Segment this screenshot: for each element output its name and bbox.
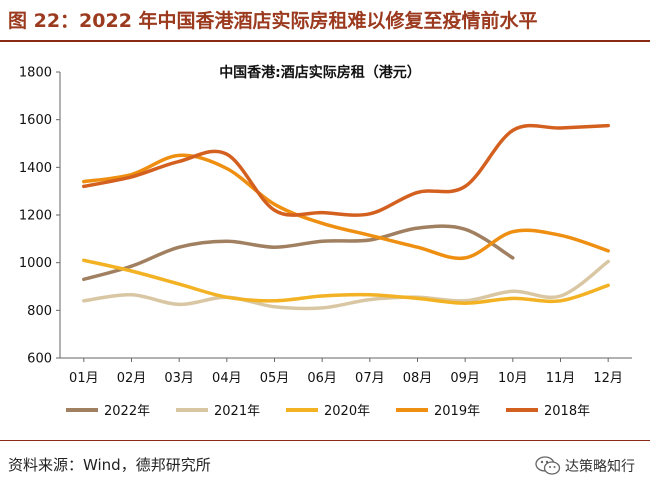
x-tick-label: 05月 — [260, 371, 290, 386]
y-tick-label: 1800 — [19, 66, 52, 81]
legend-label-1: 2021年 — [214, 404, 260, 419]
x-tick-label: 03月 — [164, 371, 194, 386]
legend-label-4: 2018年 — [544, 404, 590, 419]
series-lines — [82, 123, 610, 311]
x-tick-label: 04月 — [212, 371, 242, 386]
x-tick-label: 06月 — [307, 371, 337, 386]
line-chart: 中国香港:酒店实际房租（港元） 600 800 1000 1200 1400 1600 18… — [19, 64, 632, 419]
x-tick-label: 12月 — [593, 371, 623, 386]
y-axis-ticks: 600 800 1000 1200 1400 1600 1800 — [19, 66, 60, 367]
y-tick-label: 1400 — [19, 161, 52, 176]
x-tick-label: 09月 — [450, 371, 480, 386]
series-line-0 — [82, 224, 515, 282]
x-tick-label: 01月 — [69, 371, 99, 386]
series-line-3 — [82, 153, 610, 261]
y-tick-label: 600 — [27, 352, 52, 367]
chart-title: 中国香港:酒店实际房租（港元） — [219, 64, 421, 81]
y-tick-label: 1000 — [19, 256, 52, 271]
wechat-icon — [535, 456, 561, 475]
y-tick-label: 1600 — [19, 113, 52, 128]
top-rule — [0, 40, 650, 42]
figure-title: 图 22：2022 年中国香港酒店实际房租难以修复至疫情前水平 — [8, 10, 538, 32]
x-tick-label: 10月 — [498, 371, 528, 386]
bottom-rule — [0, 440, 650, 441]
y-tick-label: 800 — [27, 304, 52, 319]
legend: 2022年 2021年 2020年 2019年 2018年 — [66, 404, 590, 419]
legend-label-0: 2022年 — [104, 404, 150, 419]
brand-name: 达策略知行 — [565, 459, 635, 475]
brand-badge: 达策略知行 — [535, 452, 635, 480]
x-tick-label: 07月 — [355, 371, 385, 386]
legend-label-3: 2019年 — [434, 404, 480, 419]
source-note: 资料来源：Wind，德邦研究所 — [8, 456, 211, 474]
y-tick-label: 1200 — [19, 209, 52, 224]
series-line-4 — [82, 123, 610, 217]
x-tick-label: 02月 — [117, 371, 147, 386]
series-line-2 — [82, 258, 610, 305]
x-tick-label: 11月 — [546, 371, 576, 386]
legend-label-2: 2020年 — [324, 404, 370, 419]
x-axis-ticks: 01月 02月 03月 04月 05月 06月 07月 08月 09月 10月 11月 12月 — [69, 358, 623, 386]
x-tick-label: 08月 — [403, 371, 433, 386]
series-line-1 — [82, 259, 610, 311]
